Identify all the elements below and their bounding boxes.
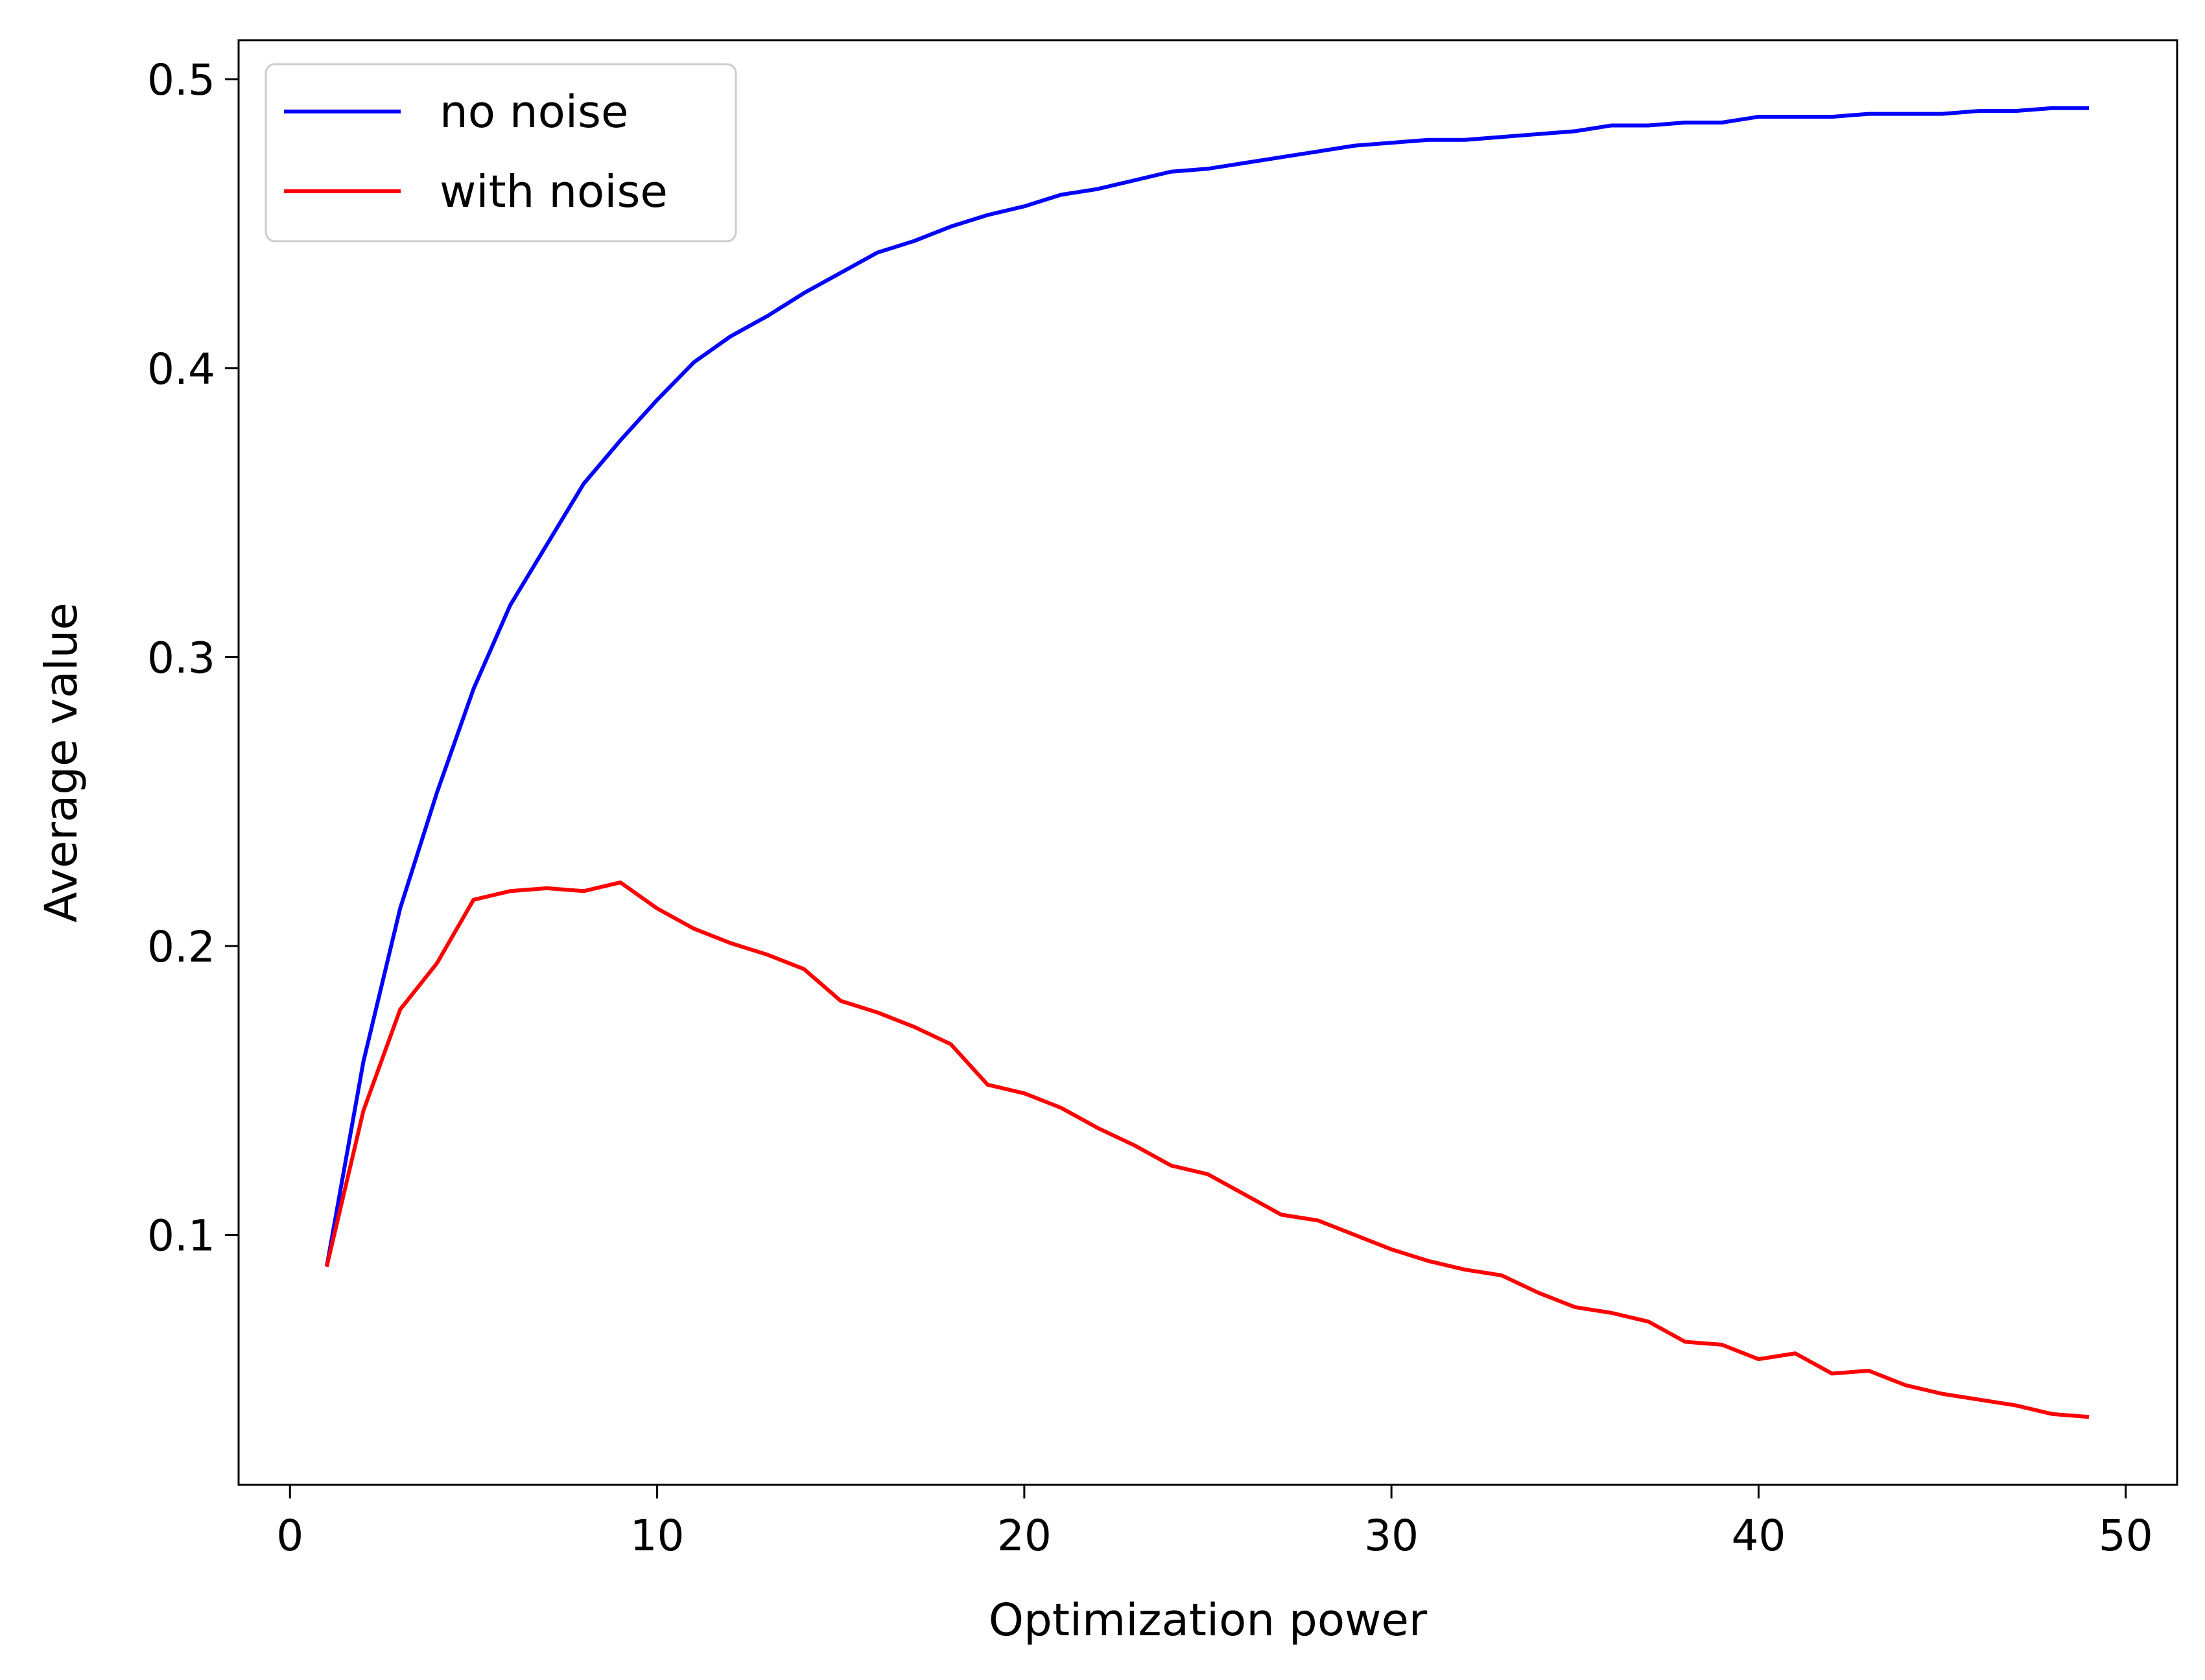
x-tick-label: 30	[1364, 1511, 1419, 1561]
series-layer	[324, 106, 2090, 1419]
y-tick-label: 0.4	[147, 344, 215, 394]
y-tick-label: 0.3	[147, 633, 215, 683]
y-axis-label: Average value	[36, 602, 88, 923]
legend-label-no-noise: no noise	[440, 86, 628, 138]
x-axis-label: Optimization power	[989, 1594, 1428, 1646]
series-line-no-noise	[324, 106, 2090, 1268]
legend-box	[265, 63, 737, 243]
x-tick-label: 50	[2099, 1511, 2153, 1561]
x-tick-label: 40	[1731, 1511, 1786, 1561]
x-tick-label: 20	[997, 1511, 1052, 1561]
series-line-with-noise	[324, 880, 2090, 1419]
x-tick-label: 10	[630, 1511, 685, 1561]
x-tick-label: 0	[276, 1511, 303, 1561]
legend: no noise with noise	[265, 63, 737, 243]
x-axis-ticks: 0 10 20 30 40 50	[276, 1485, 2153, 1561]
plot-frame	[237, 39, 2178, 1486]
y-tick-label: 0.2	[147, 922, 215, 972]
legend-label-with-noise: with noise	[440, 166, 668, 218]
y-tick-label: 0.1	[147, 1211, 215, 1261]
y-axis-ticks: 0.1 0.2 0.3 0.4 0.5	[147, 55, 239, 1261]
plot-background	[239, 40, 2177, 1485]
y-tick-label: 0.5	[147, 55, 215, 105]
